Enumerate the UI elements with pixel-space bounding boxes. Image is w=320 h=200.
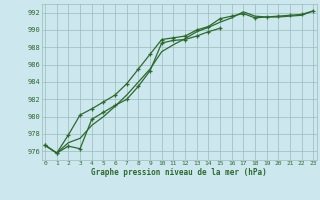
- X-axis label: Graphe pression niveau de la mer (hPa): Graphe pression niveau de la mer (hPa): [91, 168, 267, 177]
